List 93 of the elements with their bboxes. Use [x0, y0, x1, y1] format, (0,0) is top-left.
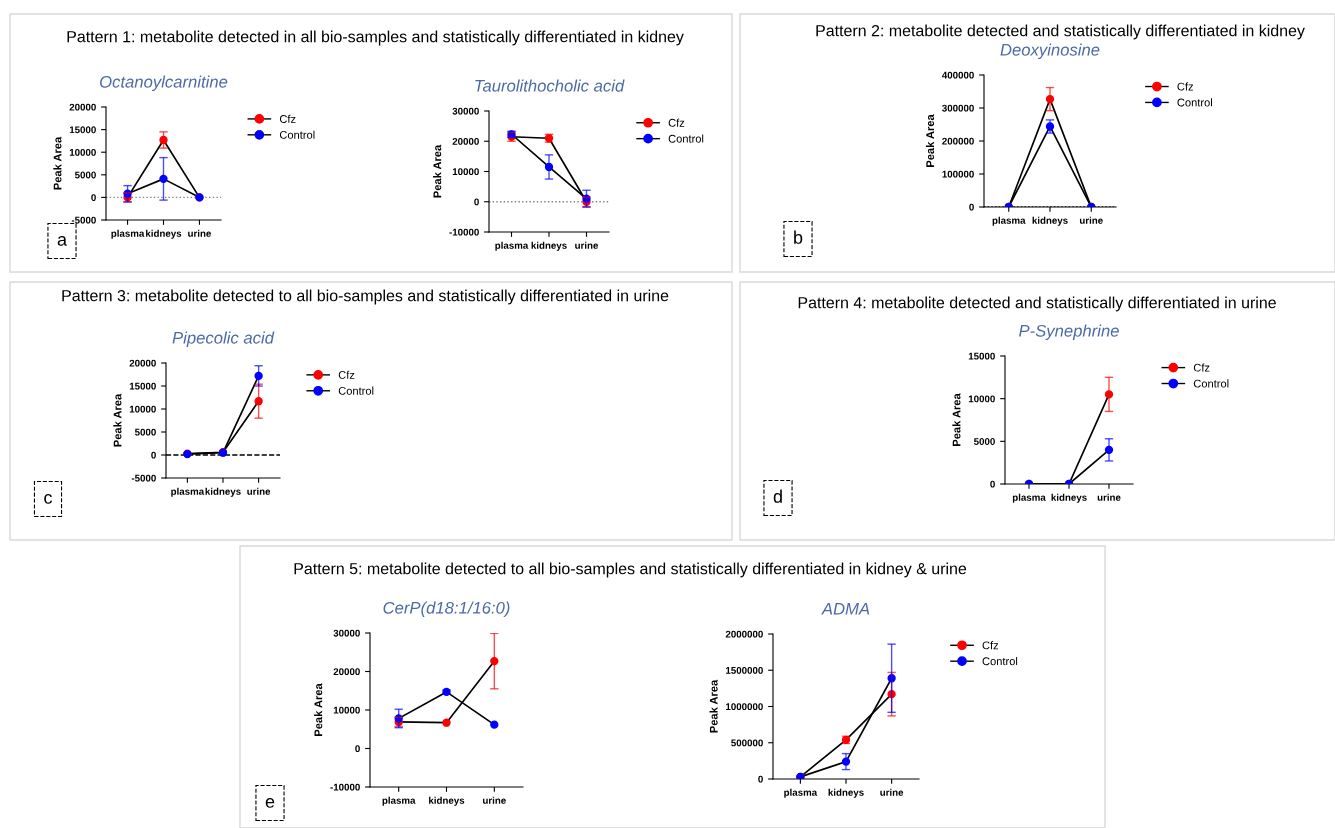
- x-tick-label: kidneys: [531, 241, 567, 251]
- text: d: [773, 489, 782, 503]
- y-axis-title: Peak Area: [53, 136, 62, 190]
- y-tick-label: 0: [151, 451, 156, 459]
- legend-label: Control: [1177, 98, 1212, 107]
- text: e: [265, 797, 275, 808]
- y-tick-label: 1500000: [726, 666, 763, 674]
- y-tick-label: 10000: [69, 148, 96, 156]
- chart-title: ADMA: [821, 603, 870, 615]
- y-tick-label: 0: [91, 194, 96, 202]
- chart-title: P-Synephrine: [1019, 324, 1119, 341]
- x-tick-label: kidneys: [1051, 493, 1087, 503]
- y-tick-label: 15000: [129, 382, 156, 390]
- legend-label: Control: [668, 134, 704, 143]
- legend-label: Cfz: [668, 118, 685, 127]
- legend-label: Cfz: [1193, 363, 1210, 372]
- x-tick-label: kidneys: [1032, 216, 1068, 226]
- x-tick-label: urine: [1079, 216, 1103, 224]
- y-tick-label: 10000: [968, 395, 995, 403]
- y-tick-label: 20000: [69, 103, 96, 111]
- chart-title: Pipecolic acid: [172, 331, 275, 348]
- y-tick-label: 2000000: [725, 630, 763, 638]
- x-tick-label: kidneys: [205, 487, 241, 497]
- y-tick-label: 5000: [134, 428, 156, 436]
- text: Pattern 1: metabolite detected in all bio-samples and statistically differentiated in kidney: [67, 30, 684, 46]
- chart-title: CerP(d18:1/16:0): [383, 601, 510, 618]
- y-tick-label: 0: [474, 198, 479, 206]
- legend-label: Cfz: [338, 370, 355, 379]
- y-tick-label: 0: [355, 745, 360, 753]
- y-axis-title: Peak Area: [113, 393, 122, 447]
- legend-label: Control: [279, 130, 315, 139]
- y-tick-label: 30000: [333, 629, 360, 637]
- x-tick-label: plasma: [495, 241, 529, 251]
- y-tick-label: -5000: [71, 216, 96, 224]
- legend-label: Control: [338, 386, 374, 395]
- x-tick-label: kidneys: [146, 229, 182, 239]
- x-tick-label: kidneys: [828, 788, 864, 798]
- y-tick-label: 0: [758, 775, 763, 783]
- x-tick-label: plasma: [784, 788, 818, 798]
- x-tick-label: urine: [188, 229, 211, 237]
- legend-label: Cfz: [279, 114, 296, 123]
- y-tick-label: 20000: [129, 359, 156, 367]
- y-tick-label: 20000: [333, 668, 360, 676]
- x-tick-label: plasma: [992, 216, 1026, 226]
- legend-label: Control: [982, 657, 1018, 666]
- legend-label: Cfz: [982, 641, 999, 650]
- chart-title: Octanoylcarnitine: [100, 75, 228, 92]
- x-tick-label: urine: [247, 487, 271, 495]
- x-tick-label: urine: [575, 241, 599, 249]
- y-tick-label: 5000: [74, 171, 96, 179]
- y-tick-label: 500000: [731, 739, 763, 747]
- y-tick-label: 10000: [333, 706, 360, 714]
- y-tick-label: 400000: [941, 71, 974, 79]
- text: b: [794, 230, 803, 244]
- chart-title: Taurolithocholic acid: [475, 79, 625, 92]
- legend-label: Cfz: [1177, 82, 1194, 91]
- y-tick-label: -10000: [449, 228, 479, 236]
- text: Pattern 5: metabolite detected to all bio-samples and statistically differentiated in kidney & urine: [294, 562, 967, 578]
- x-tick-label: urine: [483, 796, 506, 804]
- y-axis-title: Peak Area: [314, 683, 323, 736]
- y-tick-label: 15000: [968, 352, 995, 360]
- text: Pattern 3: metabolite detected to all bio-samples and statistically differentiated in urine: [62, 289, 669, 305]
- y-tick-label: 1000000: [726, 703, 763, 711]
- y-tick-label: 10000: [129, 405, 156, 413]
- x-tick-label: plasma: [171, 487, 205, 497]
- y-tick-label: 30000: [452, 107, 479, 115]
- x-tick-label: urine: [1097, 493, 1121, 501]
- y-axis-title: Peak Area: [709, 679, 718, 733]
- y-axis-title: Peak Area: [952, 393, 961, 446]
- text: a: [57, 235, 68, 246]
- y-tick-label: 0: [969, 203, 974, 211]
- x-tick-label: plasma: [1012, 493, 1046, 503]
- y-tick-label: 15000: [69, 126, 96, 134]
- y-tick-label: 100000: [942, 170, 974, 178]
- x-tick-label: urine: [880, 788, 904, 796]
- x-tick-label: kidneys: [429, 796, 465, 806]
- y-tick-label: 0: [990, 480, 995, 488]
- chart-title: Deoxyinosine: [1000, 43, 1100, 60]
- x-tick-label: plasma: [111, 229, 145, 239]
- y-tick-label: 20000: [452, 137, 479, 145]
- y-axis-title: Peak Area: [433, 144, 442, 198]
- y-axis-title: Peak Area: [925, 114, 935, 167]
- y-tick-label: 5000: [973, 438, 995, 445]
- text: Pattern 2: metabolite detected and statistically differentiated in kidney: [816, 24, 1305, 40]
- legend-label: Control: [1193, 379, 1229, 388]
- y-tick-label: 10000: [452, 168, 479, 176]
- y-tick-label: -10000: [330, 783, 360, 791]
- text: Pattern 4: metabolite detected and statistically differentiated in urine: [798, 296, 1276, 312]
- x-tick-label: plasma: [382, 796, 416, 806]
- y-tick-label: -5000: [131, 474, 156, 482]
- y-tick-label: 300000: [942, 104, 974, 112]
- y-tick-label: 200000: [942, 137, 974, 145]
- text: c: [44, 493, 53, 504]
